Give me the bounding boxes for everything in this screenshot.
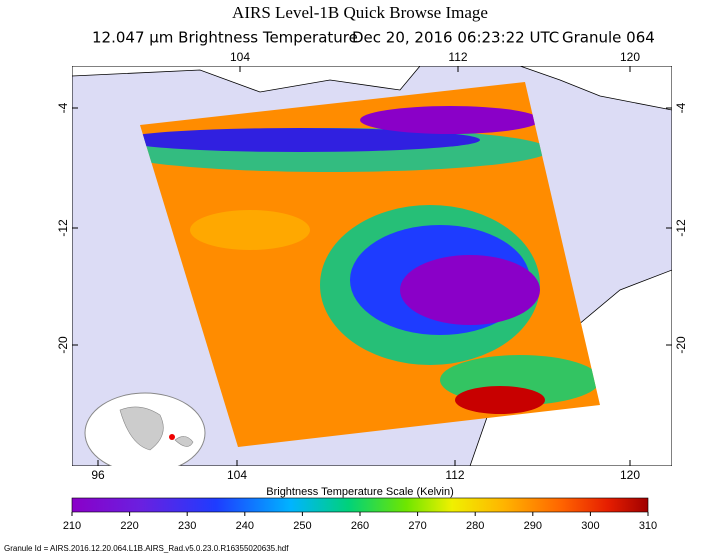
lat-tick-label: -4 — [674, 102, 688, 113]
lon-tick-label: 120 — [620, 50, 640, 64]
lon-tick-label: 112 — [445, 468, 464, 482]
subtitle-granule: Granule 064 — [562, 29, 655, 47]
lon-tick-label: 96 — [91, 468, 105, 482]
map — [72, 66, 672, 466]
colorbar-tick-label: 260 — [351, 520, 369, 532]
lon-tick-label: 112 — [448, 50, 467, 64]
colorbar-tick-label: 290 — [524, 520, 542, 532]
lon-tick-label: 120 — [620, 468, 640, 482]
colorbar-tick-label: 250 — [293, 520, 311, 532]
lat-tick-label: -20 — [674, 336, 688, 354]
colorbar-tick-label: 240 — [236, 520, 254, 532]
colorbar-tick-label: 230 — [178, 520, 196, 532]
subtitle-time: Dec 20, 2016 06:23:22 UTC — [352, 29, 559, 47]
lat-tick-label: -20 — [56, 336, 70, 354]
colorbar-tick-label: 280 — [466, 520, 484, 532]
lon-tick-label: 104 — [227, 468, 247, 482]
colorbar-tick-label: 210 — [63, 520, 81, 532]
inset-globe — [84, 392, 206, 466]
lon-tick-label: 104 — [230, 50, 250, 64]
subtitle-band: 12.047 μm Brightness Temperature — [92, 29, 358, 47]
lat-tick-label: -4 — [56, 102, 70, 113]
colorbar-tick-label: 220 — [120, 520, 138, 532]
footer: Granule Id = AIRS.2016.12.20.064.L1B.AIR… — [4, 544, 289, 553]
colorbar-tick-label: 270 — [408, 520, 426, 532]
lat-tick-label: -12 — [56, 219, 70, 237]
colorbar — [71, 497, 649, 513]
colorbar-tick-label: 300 — [581, 520, 599, 532]
land — [519, 66, 672, 111]
land — [72, 66, 421, 93]
colorbar-tick-label: 310 — [639, 520, 657, 532]
lat-tick-label: -12 — [674, 219, 688, 237]
colorbar-title: Brightness Temperature Scale (Kelvin) — [266, 486, 454, 498]
swath — [140, 82, 600, 447]
title: AIRS Level-1B Quick Browse Image — [232, 3, 488, 22]
